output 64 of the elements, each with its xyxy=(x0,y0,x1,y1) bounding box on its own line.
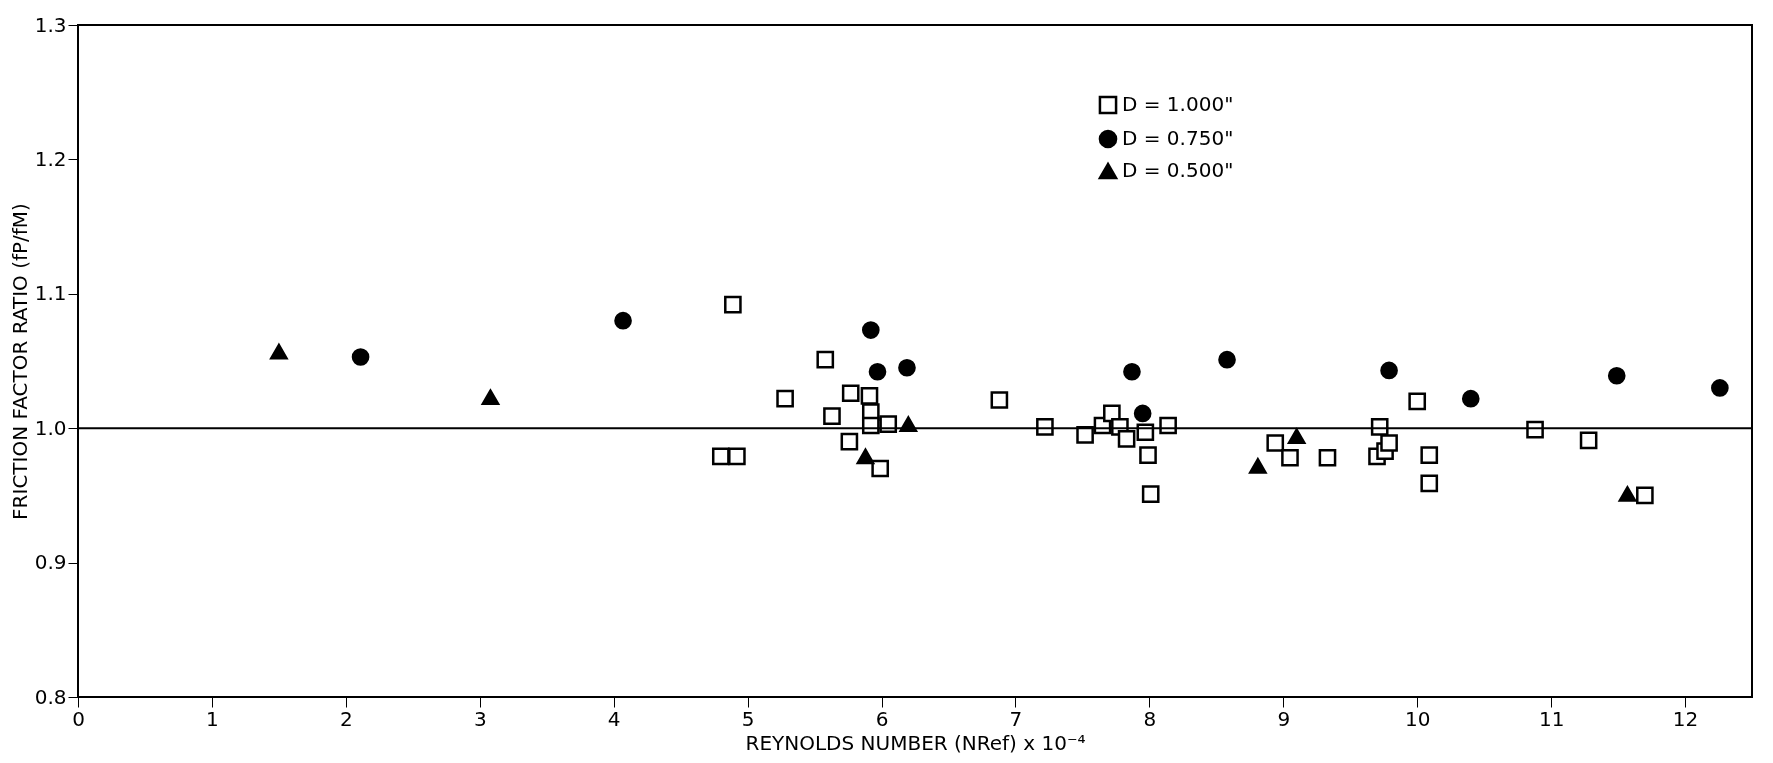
point xyxy=(856,448,875,465)
y-tick-label: 0.9 xyxy=(34,550,67,575)
x-tick-label: 2 xyxy=(339,706,353,731)
x-axis-title: REYNOLDS NUMBER (NRef) x 10⁻⁴ xyxy=(745,730,1086,755)
point xyxy=(481,389,500,406)
point xyxy=(1461,389,1480,408)
x-tick-label: 12 xyxy=(1672,706,1699,731)
point xyxy=(823,407,841,425)
y-tick-label: 1.2 xyxy=(34,146,67,171)
point xyxy=(1266,434,1285,452)
point xyxy=(614,311,632,330)
legend-label: D = 0.750" xyxy=(1122,126,1234,150)
y-tick-label: 1.0 xyxy=(34,415,67,440)
point xyxy=(1420,446,1439,464)
point xyxy=(776,389,794,408)
point xyxy=(1711,379,1729,397)
point xyxy=(728,447,746,466)
point xyxy=(816,350,835,369)
y-tick-label: 1.1 xyxy=(34,281,67,306)
y-axis-title: FRICTION FACTOR RATIO (fP/fM) xyxy=(7,203,32,520)
x-tick-label: 9 xyxy=(1277,706,1291,731)
point xyxy=(990,391,1009,409)
x-tick-label: 4 xyxy=(607,706,621,731)
point xyxy=(1133,404,1152,423)
point xyxy=(1420,474,1439,493)
point xyxy=(1380,361,1398,380)
point xyxy=(871,459,890,478)
point xyxy=(1117,430,1136,448)
point xyxy=(1281,448,1299,467)
point xyxy=(1408,392,1427,411)
legend-label: D = 0.500" xyxy=(1122,158,1234,182)
point xyxy=(1380,434,1398,452)
point xyxy=(1318,448,1337,467)
x-tick-label: 11 xyxy=(1538,706,1565,731)
point xyxy=(1141,485,1160,503)
point xyxy=(1607,366,1626,385)
x-tick-label: 1 xyxy=(206,706,219,731)
point xyxy=(351,348,370,366)
x-tick-label: 6 xyxy=(875,706,889,731)
y-tick-label: 1.3 xyxy=(34,12,67,37)
point xyxy=(841,384,860,403)
point xyxy=(270,343,288,360)
x-tick-label: 5 xyxy=(741,706,755,731)
x-tick-label: 7 xyxy=(1009,706,1023,731)
point xyxy=(1249,458,1267,474)
point xyxy=(724,295,742,314)
x-tick-label: 3 xyxy=(473,706,487,731)
point xyxy=(1287,428,1306,445)
legend-label: D = 1.000" xyxy=(1122,92,1234,116)
x-tick-label: 10 xyxy=(1404,706,1431,731)
point xyxy=(840,432,859,451)
point xyxy=(860,387,879,405)
point xyxy=(1218,350,1236,369)
point xyxy=(1618,486,1637,502)
point xyxy=(868,362,887,381)
point xyxy=(898,358,916,377)
point xyxy=(1123,362,1141,381)
x-tick-label: 8 xyxy=(1143,706,1157,731)
point xyxy=(1139,446,1157,464)
x-tick-label: 0 xyxy=(72,706,85,731)
point xyxy=(1636,486,1654,505)
point xyxy=(861,321,880,339)
y-tick-label: 0.8 xyxy=(34,684,67,709)
point xyxy=(1579,431,1598,450)
